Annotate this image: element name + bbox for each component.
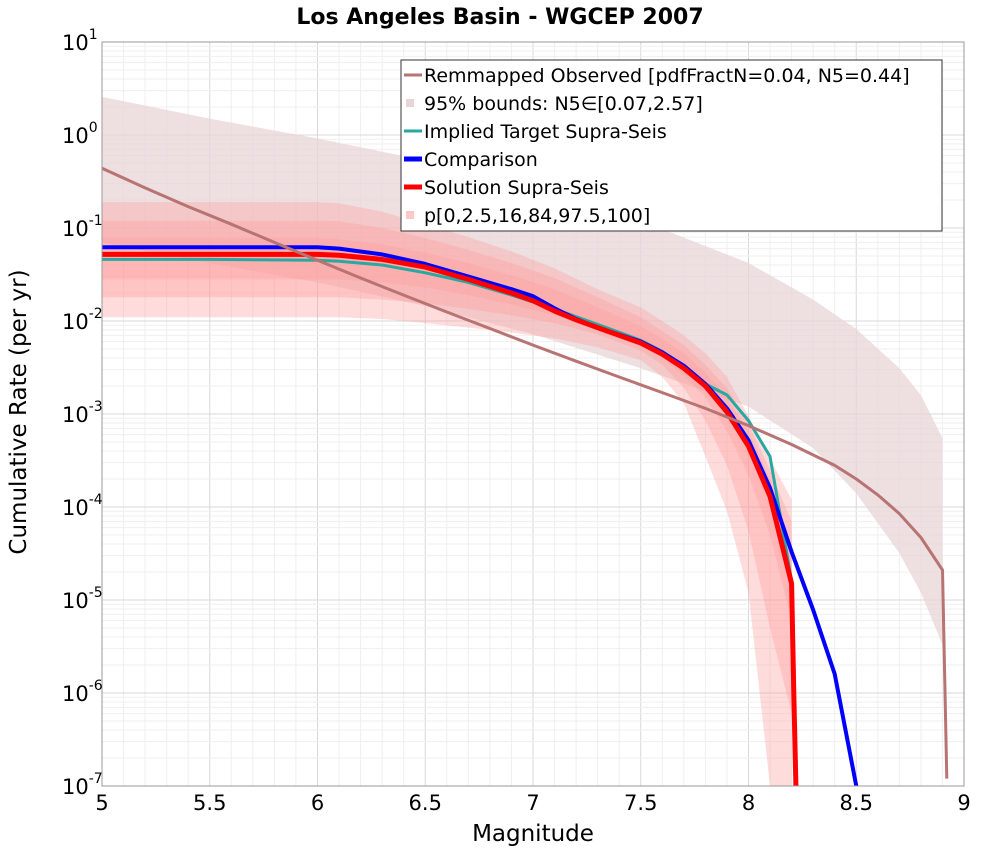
x-tick-label: 7: [526, 791, 539, 815]
x-tick-label: 7.5: [624, 791, 657, 815]
chart-title: Los Angeles Basin - WGCEP 2007: [296, 5, 703, 30]
x-tick-label: 9: [957, 791, 970, 815]
x-tick-label: 5: [95, 791, 108, 815]
legend-label: Solution Supra-Seis: [424, 177, 609, 199]
legend-label: Remmapped Observed [pdfFractN=0.04, N5=0…: [424, 65, 910, 87]
x-tick-label: 8: [742, 791, 755, 815]
y-tick-label: 101: [62, 27, 98, 55]
legend-swatch: [406, 211, 414, 219]
series-lines: [101, 166, 949, 787]
y-tick-label: 10-5: [62, 585, 103, 613]
x-axis-title: Magnitude: [472, 821, 594, 847]
y-tick-label: 10-7: [62, 771, 103, 799]
y-tick-label: 10-3: [62, 399, 103, 427]
x-tick-label: 6: [311, 791, 324, 815]
solution-line: [102, 251, 799, 787]
x-tick-label: 6.5: [409, 791, 442, 815]
solution-percentile-band-2: [102, 220, 792, 714]
plot-frame: [101, 41, 965, 787]
y-tick-label: 100: [62, 120, 98, 148]
observed-bounds-area: [102, 96, 943, 645]
legend-label: 95% bounds: N5∈[0.07,2.57]: [424, 93, 703, 115]
x-tick-label: 5.5: [193, 791, 226, 815]
y-tick-label: 10-2: [62, 306, 103, 334]
legend: Remmapped Observed [pdfFractN=0.04, N5=0…: [400, 59, 943, 232]
x-tick-labels: 5 5.5 6 6.5 7 7.5 8 8.5 9: [95, 791, 970, 815]
y-tick-label: 10-4: [62, 492, 103, 520]
implied-target-line: [102, 257, 794, 582]
legend-label: p[0,2.5,16,84,97.5,100]: [424, 205, 650, 227]
legend-label: Implied Target Supra-Seis: [424, 121, 667, 143]
x-tick-label: 8.5: [840, 791, 873, 815]
y-axis-title: Cumulative Rate (per yr): [6, 269, 32, 554]
solution-percentile-band-1: [102, 202, 792, 787]
observed-95-bounds-band: [102, 96, 943, 645]
legend-label: Comparison: [424, 149, 538, 171]
legend-swatch: [406, 99, 414, 107]
y-tick-label: 10-1: [62, 213, 103, 241]
observed-line: [101, 166, 949, 779]
y-tick-label: 10-6: [62, 678, 103, 706]
y-tick-labels: 10-7 10-6 10-5 10-4 10-3 10-2 10-1 100 101: [62, 27, 103, 799]
legend-box: [400, 59, 943, 232]
